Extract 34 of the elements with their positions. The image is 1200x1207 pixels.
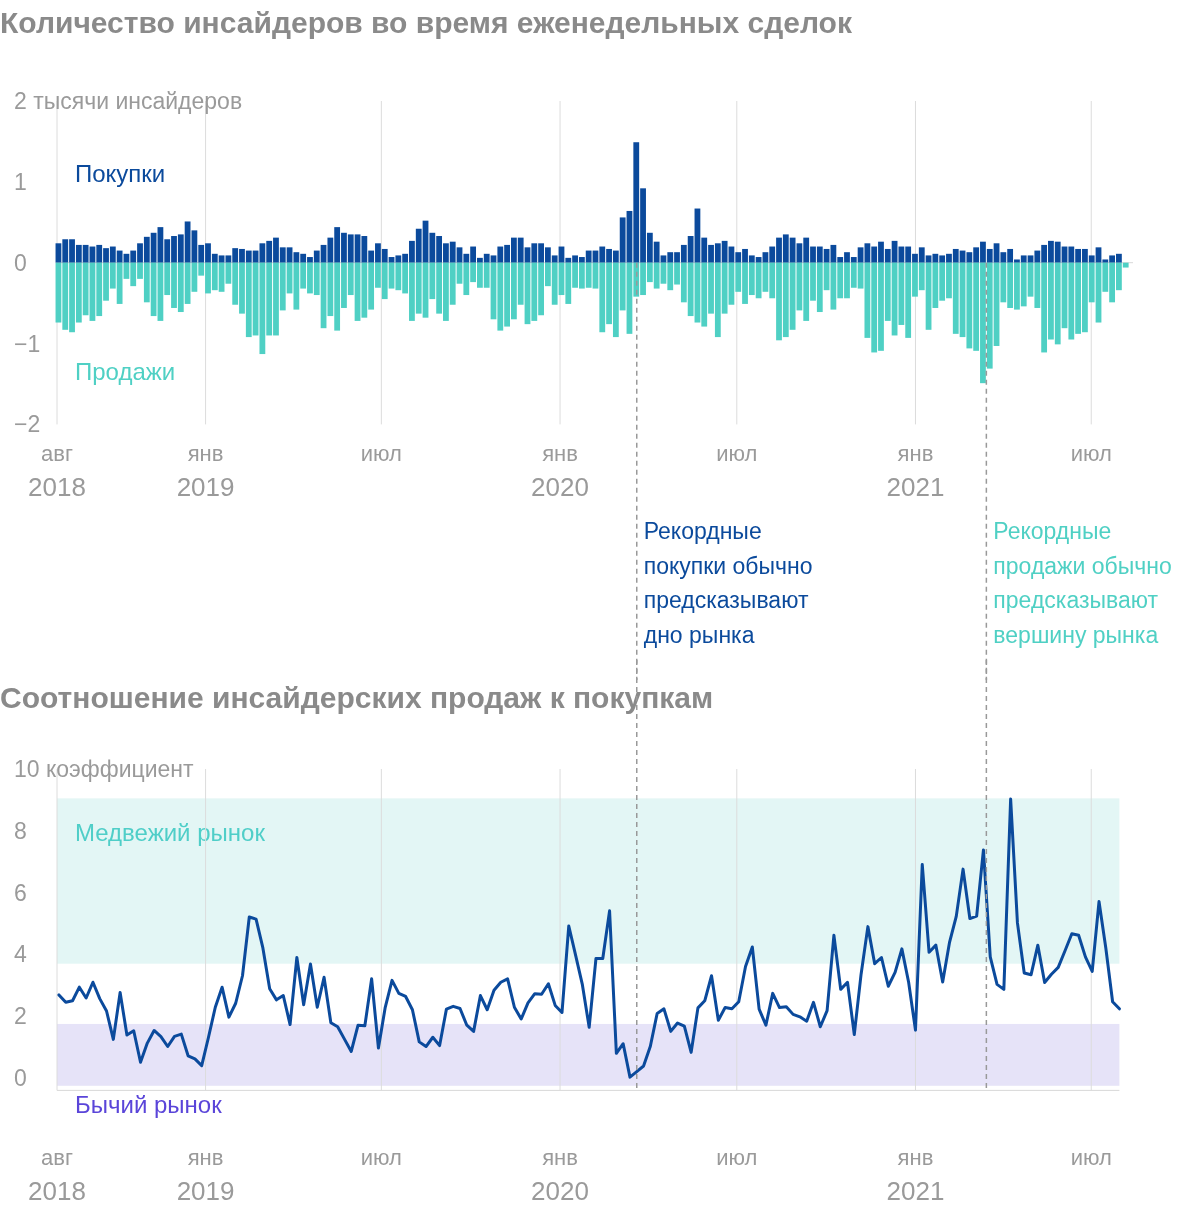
band-label: Бычий рынок — [75, 1091, 223, 1119]
chart-title: Количество инсайдеров во время еженедельных сделок — [0, 5, 853, 39]
y-tick-label: 0 — [14, 1065, 27, 1092]
band-label: Медвежий рынок — [75, 818, 266, 846]
x-tick-label: июл — [360, 1144, 402, 1170]
y-tick-label: 0 — [14, 249, 27, 276]
x-tick-label: янв 2019 — [176, 1144, 235, 1206]
chart-title: Соотношение инсайдерских продаж к покупкам — [0, 680, 714, 714]
y-tick-label: 2 — [14, 1003, 27, 1030]
y-tick-label: 4 — [14, 941, 27, 968]
ref-line-label: Рекордные покупки обычно предсказывают дно рынка — [643, 518, 813, 648]
x-tick-label: авг 2018 — [28, 1144, 86, 1206]
y-tick-label: −1 — [14, 330, 41, 357]
series-label: Продажи — [75, 357, 176, 385]
x-tick-label: янв 2021 — [886, 1144, 945, 1206]
x-tick-label: июл — [1070, 1144, 1112, 1170]
x-tick-label: июл — [716, 1144, 758, 1170]
line-series — [57, 797, 1121, 1079]
ref-line-label: Рекордные продажи обычно предсказывают вершину рынка — [993, 518, 1172, 648]
x-tick-label: янв 2021 — [886, 440, 945, 502]
x-tick-label: авг 2018 — [28, 440, 86, 502]
y-tick-label: 1 — [14, 168, 27, 195]
x-tick-label: июл — [716, 440, 758, 466]
x-tick-label: янв 2020 — [531, 1144, 589, 1206]
y-tick-label: 2 тысячи инсайдеров — [14, 88, 243, 114]
x-tick-label: июл — [1070, 440, 1112, 466]
y-tick-label: 10 коэффициент — [14, 756, 195, 782]
x-tick-label: янв 2019 — [176, 440, 235, 502]
y-tick-label: 8 — [14, 817, 27, 844]
y-tick-label: 6 — [14, 879, 27, 906]
series-label: Покупки — [75, 160, 166, 188]
x-tick-label: июл — [360, 440, 402, 466]
x-tick-label: янв 2020 — [531, 440, 589, 502]
y-tick-label: −2 — [14, 411, 41, 438]
